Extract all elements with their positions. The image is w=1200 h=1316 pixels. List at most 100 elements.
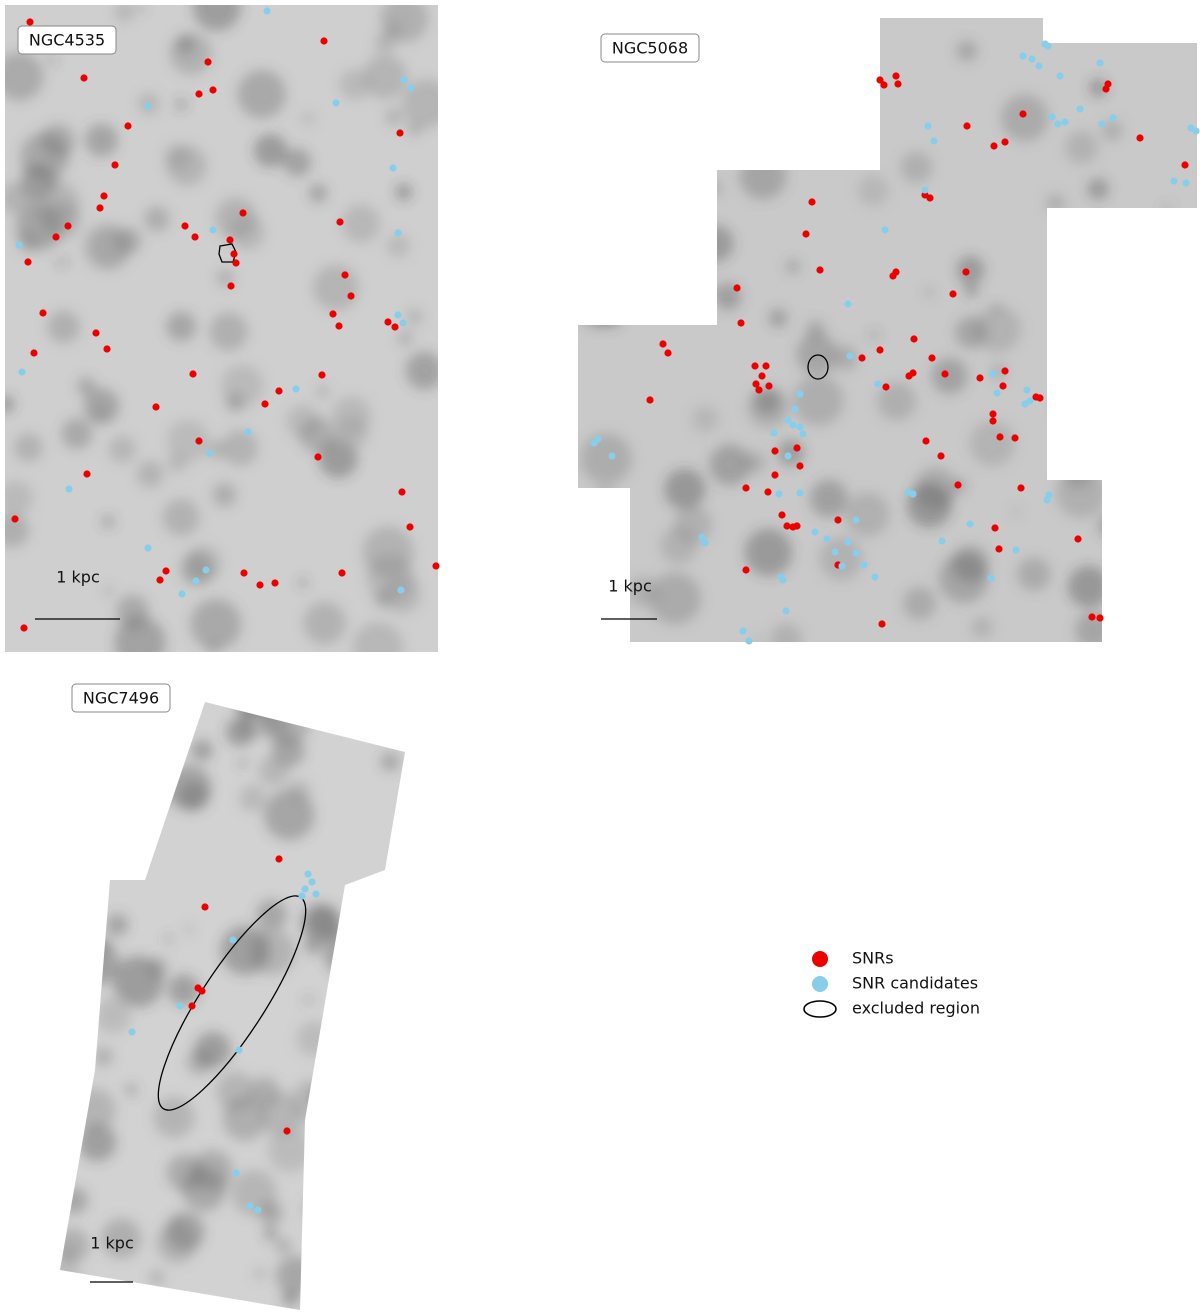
snr-candidate-marker bbox=[811, 528, 819, 536]
snr-marker bbox=[230, 250, 238, 258]
texture-blob bbox=[258, 755, 289, 786]
snr-marker bbox=[341, 271, 349, 279]
snr-candidate-marker bbox=[874, 380, 882, 388]
texture-blob bbox=[386, 234, 410, 258]
snr-marker bbox=[878, 620, 886, 628]
texture-blob bbox=[68, 936, 118, 986]
texture-blob bbox=[1131, 545, 1149, 562]
texture-blob bbox=[192, 5, 241, 31]
snr-candidate-marker bbox=[254, 1206, 262, 1214]
texture-blob bbox=[164, 143, 191, 170]
texture-blob bbox=[114, 5, 134, 22]
texture-blob bbox=[319, 1105, 366, 1152]
texture-blob bbox=[938, 553, 989, 604]
texture-blob bbox=[696, 225, 734, 262]
snr-marker bbox=[976, 374, 984, 382]
texture-blob bbox=[299, 417, 336, 454]
snr-candidate-marker bbox=[823, 535, 831, 543]
snr-candidate-marker bbox=[229, 936, 237, 944]
snr-marker bbox=[1019, 110, 1027, 118]
snr-candidate-marker bbox=[1012, 546, 1020, 554]
snr-marker bbox=[882, 383, 890, 391]
snr-candidate-marker bbox=[1054, 120, 1062, 128]
texture-blob bbox=[304, 995, 313, 1004]
texture-blob bbox=[296, 1021, 332, 1057]
snr-candidate-marker bbox=[263, 7, 271, 15]
snr-candidate-marker bbox=[246, 1202, 254, 1210]
texture-blob bbox=[136, 460, 164, 488]
snr-candidate-marker bbox=[770, 429, 778, 437]
texture-blob bbox=[744, 528, 793, 577]
snr-marker bbox=[876, 346, 884, 354]
panel-label: NGC7496 bbox=[83, 689, 159, 708]
texture-blob bbox=[267, 1127, 313, 1173]
snr-candidate-marker bbox=[128, 1028, 136, 1036]
texture-blob bbox=[237, 702, 269, 719]
snr-candidate-marker bbox=[698, 533, 706, 541]
texture-blob bbox=[62, 850, 93, 881]
panel-label: NGC5068 bbox=[612, 39, 688, 58]
texture-blob bbox=[316, 385, 329, 398]
texture-blob bbox=[792, 375, 844, 426]
snr-marker bbox=[802, 230, 810, 238]
texture-blob bbox=[306, 1086, 327, 1107]
snr-marker bbox=[1136, 134, 1144, 142]
texture-blob bbox=[633, 116, 650, 133]
texture-blob bbox=[769, 309, 787, 328]
snr-marker bbox=[152, 403, 160, 411]
snr-marker bbox=[39, 309, 47, 317]
texture-blob bbox=[695, 282, 712, 300]
texture-blob bbox=[594, 486, 617, 509]
snr-marker bbox=[20, 624, 28, 632]
snr-marker bbox=[275, 855, 283, 863]
snr-candidate-marker bbox=[1192, 127, 1200, 135]
texture-blob bbox=[339, 69, 370, 100]
texture-blob bbox=[47, 55, 57, 65]
texture-blob bbox=[745, 51, 770, 76]
texture-blob bbox=[877, 381, 916, 421]
texture-blob bbox=[709, 444, 751, 486]
snr-candidate-marker bbox=[65, 485, 73, 493]
panel-labels: NGC4535 NGC5068 NGC7496 bbox=[17, 25, 700, 713]
snr-marker bbox=[1102, 85, 1110, 93]
texture-blob bbox=[20, 132, 69, 181]
snr-marker bbox=[1001, 367, 1009, 375]
snr-candidate-marker bbox=[739, 627, 747, 635]
snr-candidate-marker bbox=[235, 1046, 243, 1054]
legend-marker bbox=[812, 976, 828, 992]
snr-candidate-marker bbox=[1044, 42, 1052, 50]
snr-candidate-marker bbox=[852, 549, 860, 557]
snr-marker bbox=[646, 396, 654, 404]
texture-blob bbox=[162, 498, 200, 536]
texture-blob bbox=[906, 482, 952, 528]
snr-marker bbox=[755, 386, 763, 394]
snr-marker bbox=[391, 323, 399, 331]
snr-marker bbox=[771, 471, 779, 479]
texture-blob bbox=[72, 1088, 116, 1133]
image-fields bbox=[5, 5, 1197, 1310]
texture-blob bbox=[747, 387, 789, 429]
texture-blob bbox=[237, 69, 287, 119]
snr-marker bbox=[659, 340, 667, 348]
legend: SNRs SNR candidates excluded region bbox=[803, 949, 980, 1018]
snr-marker bbox=[737, 319, 745, 327]
texture-blob bbox=[1171, 281, 1197, 314]
snr-candidate-marker bbox=[779, 576, 787, 584]
texture-blob bbox=[969, 421, 1015, 467]
snr-marker bbox=[11, 515, 19, 523]
texture-blob bbox=[587, 58, 624, 95]
snr-marker bbox=[1096, 614, 1104, 622]
snr-marker bbox=[793, 522, 801, 530]
snr-candidate-marker bbox=[701, 539, 709, 547]
texture-blob bbox=[166, 311, 197, 342]
snr-candidate-marker bbox=[745, 637, 753, 645]
snr-marker bbox=[989, 417, 997, 425]
texture-blob bbox=[691, 405, 719, 433]
texture-blob bbox=[61, 418, 93, 450]
texture-blob bbox=[371, 1243, 405, 1284]
texture-blob bbox=[406, 308, 423, 326]
texture-blob bbox=[819, 537, 863, 580]
snr-marker bbox=[989, 410, 997, 418]
texture-blob bbox=[382, 574, 421, 613]
